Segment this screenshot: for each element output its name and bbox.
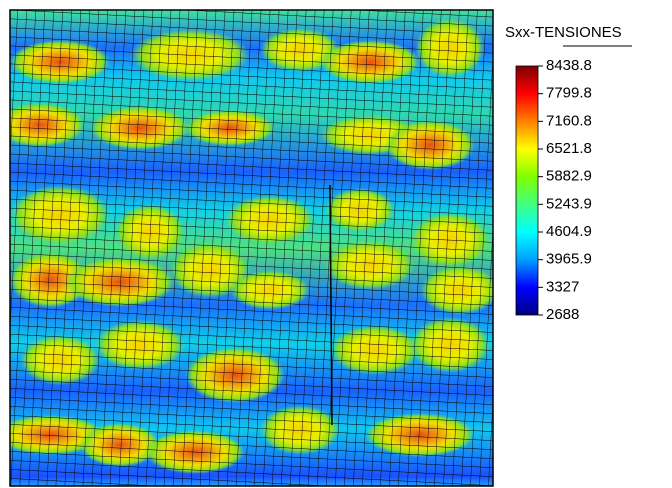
colorbar-tick-label: 6521.8 <box>546 140 592 157</box>
colorbar-tick-label: 3327 <box>546 278 579 295</box>
mesh-seam <box>329 184 333 426</box>
mesh <box>10 10 493 486</box>
colorbar-tick-label: 4604.9 <box>546 223 592 240</box>
colorbar-tick-label: 3965.9 <box>546 251 592 268</box>
colorbar-tick-label: 8438.8 <box>546 57 592 74</box>
colorbar-tick-label: 5243.9 <box>546 195 592 212</box>
colorbar-tick-label: 2688 <box>546 306 579 323</box>
colorbar-title: Sxx-TENSIONES <box>505 24 622 41</box>
colorbar-tick-label: 7799.8 <box>546 85 592 102</box>
field <box>10 10 493 486</box>
colorbar-tick-label: 7160.8 <box>546 112 592 129</box>
colorbar <box>515 65 539 316</box>
plot-frame <box>9 9 494 487</box>
colorbar-tick-label: 5882.9 <box>546 168 592 185</box>
